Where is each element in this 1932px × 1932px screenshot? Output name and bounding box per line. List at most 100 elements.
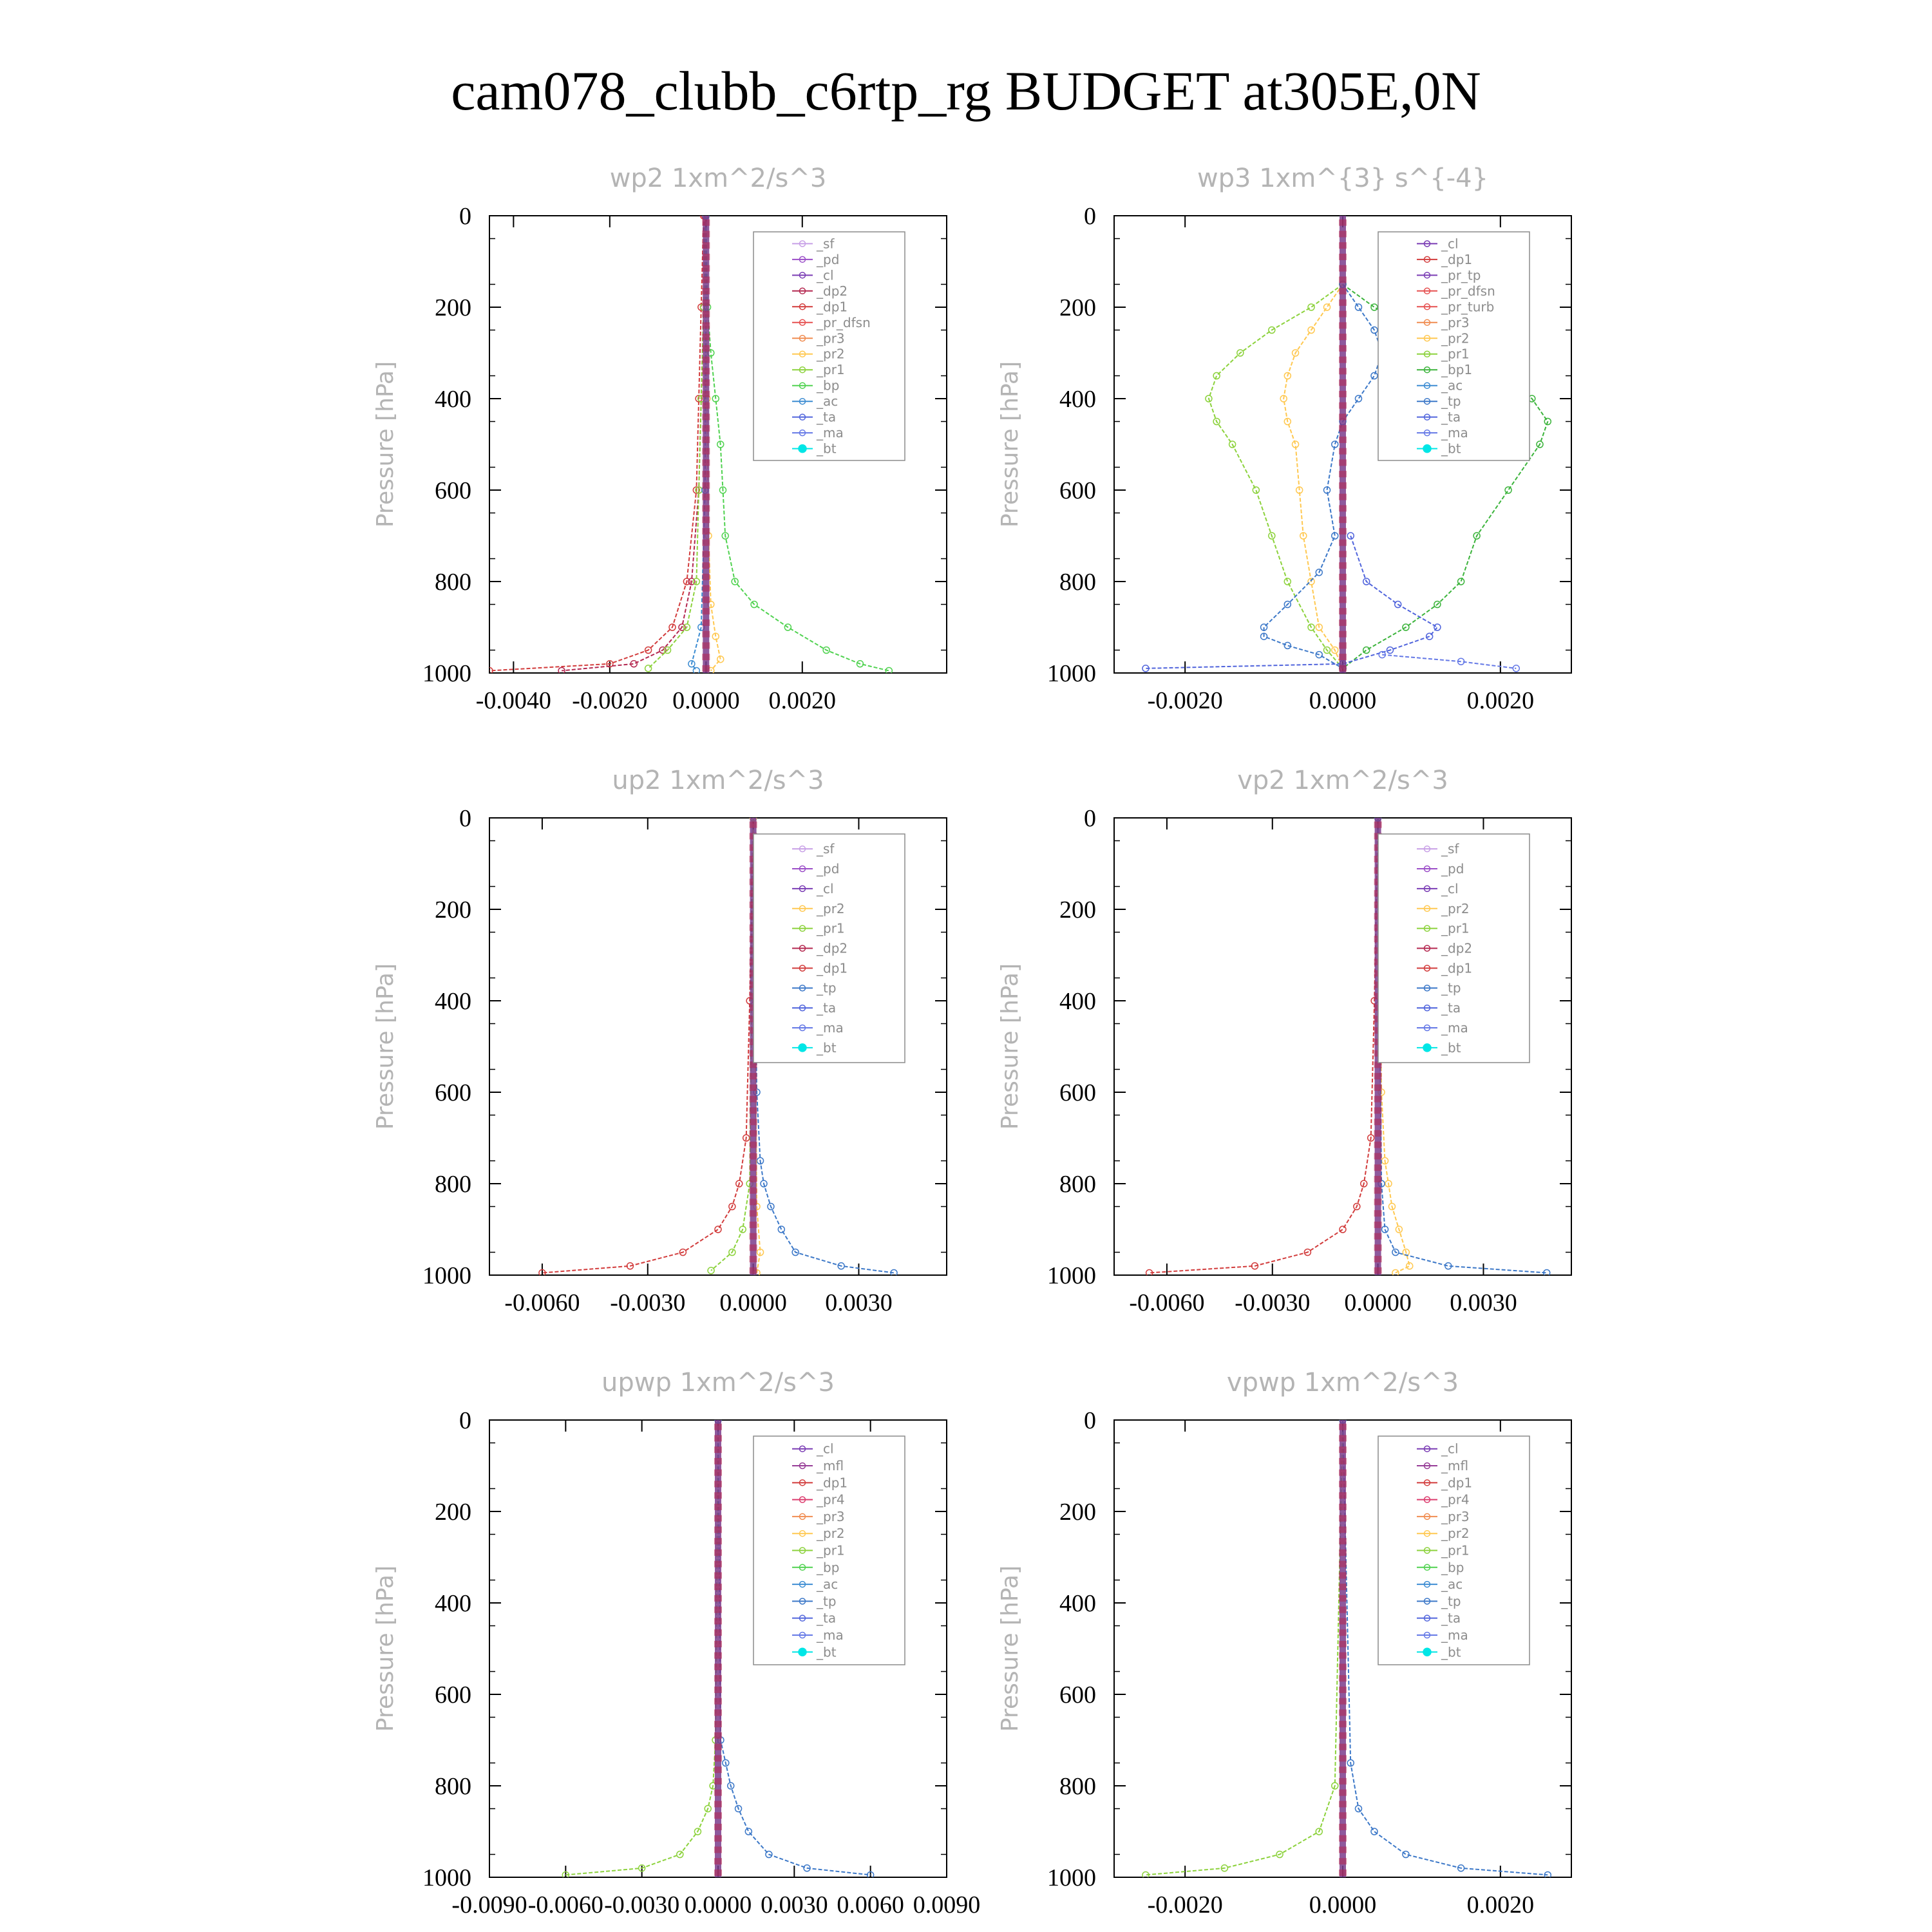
series-point [731, 578, 739, 585]
center-marker [1339, 1492, 1347, 1499]
series-point [1388, 1202, 1396, 1211]
series-line [1263, 283, 1383, 669]
series-point [1228, 440, 1236, 448]
legend-marker [799, 865, 806, 873]
center-marker [1339, 425, 1347, 432]
legend-label: _ta [1441, 410, 1461, 425]
legend-marker [799, 287, 806, 295]
series-point [1473, 532, 1481, 540]
x-tick-label: 0.0000 [672, 687, 740, 714]
legend-label: _dp1 [816, 960, 848, 976]
series-point [714, 1226, 722, 1233]
series-line [562, 216, 706, 672]
series-point [659, 646, 667, 654]
series-point [1402, 1850, 1410, 1859]
legend-box [753, 1435, 905, 1665]
series-line [489, 216, 705, 672]
legend-marker [1423, 382, 1431, 389]
center-marker [714, 1858, 722, 1865]
center-marker [702, 630, 710, 638]
center-marker [749, 1119, 757, 1126]
center-marker [1339, 562, 1347, 569]
series-point [1323, 486, 1331, 494]
series-point [1323, 646, 1331, 654]
center-marker [1339, 1606, 1347, 1613]
series-point [1307, 326, 1315, 334]
plot-frame [489, 817, 947, 1276]
center-marker [702, 310, 710, 317]
center-marker [1339, 1481, 1347, 1488]
series-point [1331, 1782, 1339, 1790]
x-tick-label: 0.0000 [1309, 687, 1377, 714]
legend-label: _ta [1441, 1611, 1461, 1626]
legend-label: _pd [1441, 861, 1464, 876]
series-group [1142, 1420, 1552, 1877]
series-point [1406, 1262, 1414, 1270]
series-point [1386, 646, 1394, 654]
legend-label: _pr3 [1441, 1509, 1470, 1524]
x-tick-label: 0.0020 [1467, 687, 1535, 714]
center-marker [1339, 1732, 1347, 1739]
center-marker [714, 1675, 722, 1682]
center-marker [749, 1221, 757, 1228]
series-point [1543, 1269, 1551, 1275]
legend-marker [1423, 397, 1431, 405]
series-point [683, 578, 691, 585]
center-marker [1374, 1153, 1382, 1160]
legend-label: _tp [816, 1593, 837, 1609]
legend-label: _bt [816, 1040, 837, 1056]
series-group [489, 216, 893, 673]
center-marker [702, 390, 710, 397]
legend-label: _bt [816, 1644, 837, 1660]
center-marker [702, 642, 710, 649]
legend-label: _dp1 [816, 1475, 848, 1490]
series-point [1378, 650, 1386, 659]
y-axis-label: Pressure [hPa] [997, 963, 1023, 1130]
center-marker [1339, 1823, 1347, 1830]
center-marker [1374, 1175, 1382, 1182]
y-tick-label: 600 [435, 1079, 471, 1106]
series-point [716, 440, 724, 448]
series-line [542, 818, 754, 1274]
series-line [1382, 654, 1517, 669]
y-axis-label: Pressure [hPa] [372, 1566, 399, 1732]
y-tick-label: 0 [1084, 805, 1096, 832]
legend-label: _pr_dfsn [1441, 283, 1495, 299]
center-marker [1339, 1858, 1347, 1865]
legend: _sf_pd_cl_dp2_dp1_pr_dfsn_pr3_pr2_pr1_bp… [753, 231, 905, 461]
y-tick-label: 600 [1059, 1681, 1096, 1709]
series-point [1331, 532, 1339, 540]
y-tick-label: 200 [1059, 1499, 1096, 1526]
center-marker [1339, 276, 1347, 283]
legend-marker [798, 444, 807, 453]
legend-label: _bp [816, 378, 839, 393]
series-point [638, 1864, 646, 1872]
legend-marker [1423, 1043, 1432, 1052]
series-point [707, 1267, 715, 1274]
center-marker [702, 231, 710, 238]
y-tick-label: 800 [435, 1773, 471, 1800]
legend-marker [799, 1547, 806, 1554]
series-point [1353, 1202, 1361, 1211]
legend-label: _cl [1441, 881, 1459, 896]
center-marker [1339, 1663, 1347, 1671]
center-marker [749, 1153, 757, 1160]
legend-marker [1423, 366, 1431, 374]
center-marker [1339, 334, 1347, 341]
legend-marker [799, 845, 806, 853]
series-point [756, 1248, 764, 1256]
y-tick-label: 400 [435, 1590, 471, 1617]
series-point [1251, 1262, 1259, 1270]
legend-marker [799, 413, 806, 421]
legend-marker [1423, 1004, 1431, 1012]
center-marker [702, 368, 710, 375]
center-marker [714, 1755, 722, 1762]
legend-marker [799, 350, 806, 357]
series-point [1252, 486, 1260, 494]
series-point [719, 486, 727, 494]
center-marker [702, 448, 710, 455]
center-marker [1339, 322, 1347, 329]
legend-marker [799, 984, 806, 992]
series-point [1315, 569, 1323, 576]
center-marker [702, 619, 710, 626]
